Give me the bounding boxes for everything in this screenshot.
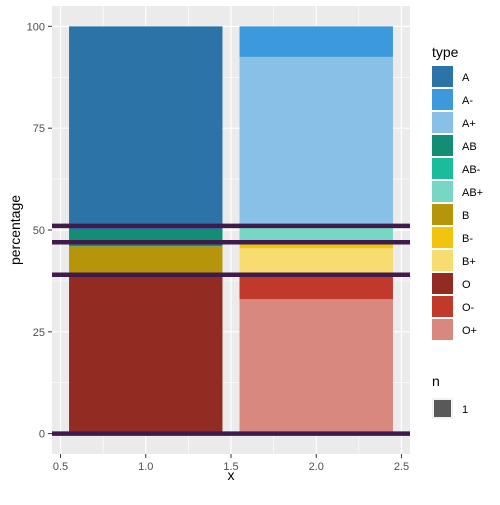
legend-key — [432, 89, 453, 110]
y-tick-label: 25 — [33, 327, 45, 339]
y-tick-label: 50 — [33, 225, 45, 237]
legend-key — [432, 181, 453, 202]
bar-segment-b — [69, 246, 223, 275]
legend-label: AB- — [462, 164, 481, 176]
x-axis-title: x — [228, 467, 235, 483]
legend-label: AB — [462, 141, 477, 153]
legend-label: B- — [462, 233, 473, 245]
bar-segment-a — [69, 26, 223, 231]
legend-key — [432, 204, 453, 225]
legend-label: A- — [462, 95, 473, 107]
x-tick-label: 2.5 — [394, 461, 409, 473]
legend-key — [432, 112, 453, 133]
y-tick-label: 100 — [27, 21, 45, 33]
x-tick-label: 2.0 — [309, 461, 324, 473]
horizontal-lines — [52, 223, 410, 436]
legend-key — [432, 273, 453, 294]
legend-label: AB+ — [462, 187, 483, 199]
n-legend: n 1 — [432, 373, 468, 419]
legend-key — [432, 158, 453, 179]
legend-key — [432, 227, 453, 248]
y-axis-ticks: 0 25 50 75 100 — [27, 21, 52, 441]
y-axis-title: percentage — [7, 195, 23, 265]
bar-segment-a-pos — [239, 56, 393, 226]
legend-key — [432, 296, 453, 317]
legend-label: A+ — [462, 118, 476, 130]
legend-key — [432, 66, 453, 87]
legend-label: B — [462, 210, 469, 222]
legend-label: A — [462, 72, 470, 84]
size-legend-label: 1 — [462, 404, 468, 416]
legend-label: O- — [462, 302, 475, 314]
stacked-bars — [69, 26, 393, 434]
legend-title: type — [432, 44, 459, 60]
bar-segment-b-pos — [239, 248, 393, 275]
x-axis-ticks: 0.5 1.0 1.5 2.0 2.5 — [53, 454, 409, 473]
bar-segment-o-pos — [239, 299, 393, 434]
y-tick-label: 75 — [33, 123, 45, 135]
legend-label: O+ — [462, 325, 477, 337]
bar-segment-b-neg — [239, 242, 393, 249]
legend-label: B+ — [462, 256, 476, 268]
bar-segment-a-neg — [239, 26, 393, 57]
size-legend-key — [434, 400, 451, 417]
legend-label: O — [462, 279, 471, 291]
type-legend: type A A- A+ AB AB- AB+ B B- B+ O O- O+ — [432, 44, 483, 340]
bar-segment-o — [69, 274, 223, 434]
bar-segment-o-neg — [239, 274, 393, 300]
x-tick-label: 0.5 — [53, 461, 68, 473]
legend-key — [432, 250, 453, 271]
legend-key — [432, 135, 453, 156]
x-tick-label: 1.5 — [223, 461, 238, 473]
bar-segment-ab-pos — [239, 227, 393, 243]
y-tick-label: 0 — [39, 429, 45, 441]
x-tick-label: 1.0 — [138, 461, 153, 473]
size-legend-title: n — [432, 373, 440, 389]
legend-key — [432, 319, 453, 340]
